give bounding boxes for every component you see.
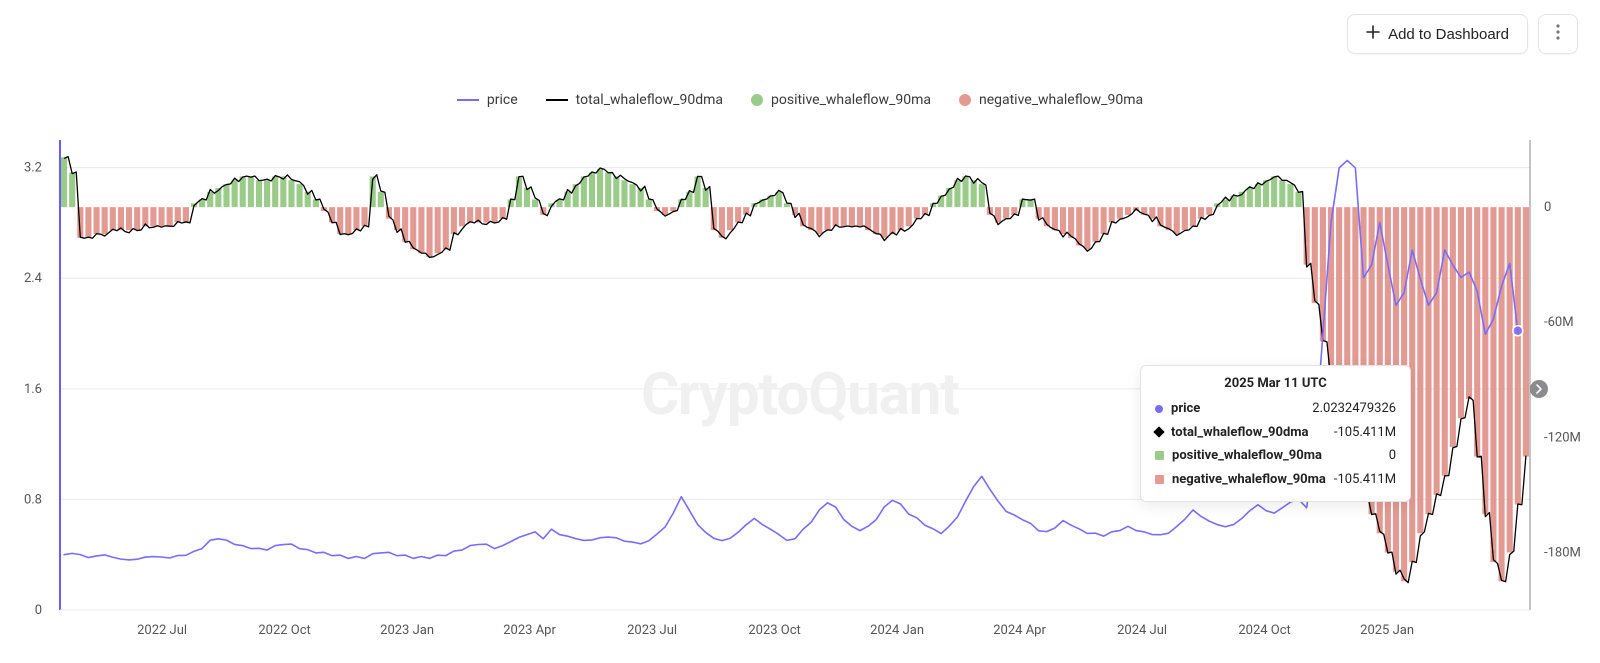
- chart-tooltip: 2025 Mar 11 UTC price2.0232479326total_w…: [1140, 365, 1411, 502]
- tooltip-row: price2.0232479326: [1155, 397, 1396, 421]
- legend-swatch: [959, 94, 971, 106]
- svg-text:2.4: 2.4: [24, 271, 43, 286]
- svg-text:2025 Jan: 2025 Jan: [1360, 623, 1414, 638]
- legend-label: total_whaleflow_90dma: [576, 92, 723, 108]
- svg-text:2024 Apr: 2024 Apr: [993, 623, 1046, 638]
- legend-label: price: [487, 92, 518, 108]
- svg-text:2023 Apr: 2023 Apr: [503, 623, 556, 638]
- legend-swatch: [546, 99, 568, 101]
- svg-text:-60M: -60M: [1544, 315, 1574, 330]
- tooltip-title: 2025 Mar 11 UTC: [1155, 376, 1396, 391]
- kebab-icon: [1556, 24, 1560, 44]
- svg-text:2024 Oct: 2024 Oct: [1238, 623, 1290, 638]
- svg-text:0.8: 0.8: [24, 492, 42, 507]
- legend-label: negative_whaleflow_90ma: [979, 92, 1143, 108]
- chart-area[interactable]: CryptoQuant 00.81.62.43.20-60M-120M-180M…: [0, 140, 1600, 650]
- add-to-dashboard-label: Add to Dashboard: [1388, 26, 1509, 43]
- svg-text:2024 Jul: 2024 Jul: [1117, 623, 1167, 638]
- plus-icon: [1366, 25, 1380, 43]
- legend-swatch: [751, 94, 763, 106]
- svg-text:-120M: -120M: [1544, 430, 1581, 445]
- svg-text:2022 Oct: 2022 Oct: [258, 623, 310, 638]
- svg-text:0: 0: [35, 603, 42, 618]
- chart-legend: price total_whaleflow_90dma positive_wha…: [0, 92, 1600, 108]
- add-to-dashboard-button[interactable]: Add to Dashboard: [1347, 14, 1528, 54]
- svg-text:2022 Jul: 2022 Jul: [137, 623, 187, 638]
- legend-label: positive_whaleflow_90ma: [771, 92, 931, 108]
- svg-text:2023 Jul: 2023 Jul: [627, 623, 677, 638]
- more-menu-button[interactable]: [1538, 14, 1578, 54]
- legend-item-negative[interactable]: negative_whaleflow_90ma: [959, 92, 1143, 108]
- svg-text:0: 0: [1544, 200, 1551, 215]
- tooltip-row: total_whaleflow_90dma-105.411M: [1155, 421, 1396, 445]
- legend-item-price[interactable]: price: [457, 92, 518, 108]
- tooltip-row: positive_whaleflow_90ma0: [1155, 444, 1396, 468]
- legend-item-total[interactable]: total_whaleflow_90dma: [546, 92, 723, 108]
- svg-text:2024 Jan: 2024 Jan: [870, 623, 924, 638]
- svg-text:2023 Jan: 2023 Jan: [380, 623, 434, 638]
- toolbar: Add to Dashboard: [1347, 14, 1578, 54]
- tooltip-row: negative_whaleflow_90ma-105.411M: [1155, 468, 1396, 492]
- legend-swatch: [457, 99, 479, 101]
- svg-text:1.6: 1.6: [24, 382, 42, 397]
- svg-text:3.2: 3.2: [24, 161, 42, 176]
- svg-text:-180M: -180M: [1544, 545, 1581, 560]
- svg-text:2023 Oct: 2023 Oct: [748, 623, 800, 638]
- legend-item-positive[interactable]: positive_whaleflow_90ma: [751, 92, 931, 108]
